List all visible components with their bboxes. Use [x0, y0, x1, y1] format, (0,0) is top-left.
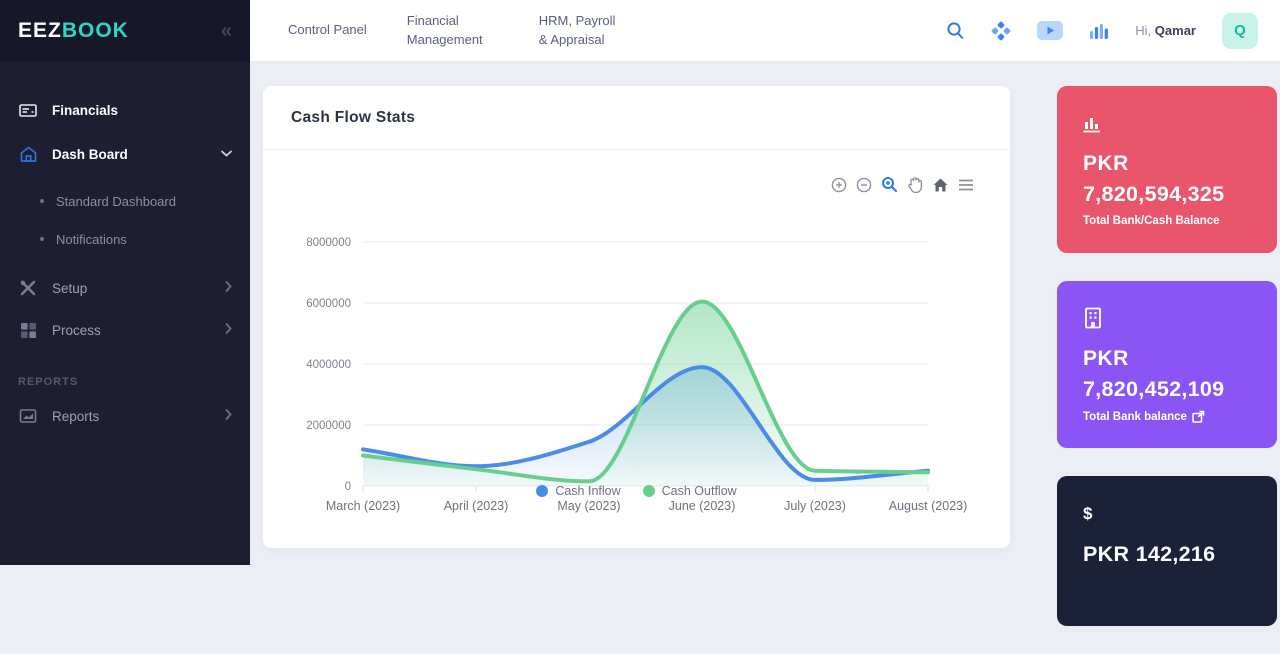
legend-dot: [536, 485, 549, 497]
sidebar-subitem-label: Notifications: [56, 231, 127, 247]
home-icon: [18, 144, 38, 164]
sidebar-header: EEZBOOK «: [0, 0, 250, 62]
sidebar-item-setup[interactable]: Setup: [0, 268, 250, 308]
x-axis-label: August (2023): [889, 499, 968, 513]
topbar-nav: Control Panel Financial Management HRM, …: [288, 12, 625, 50]
currency-label: PKR: [1083, 152, 1129, 175]
stats-column: PKR 7,820,594,325 Total Bank/Cash Balanc…: [1057, 86, 1277, 654]
cash-balance-card[interactable]: $ PKR 142,216: [1057, 476, 1277, 626]
sidebar-subitem-label: Standard Dashboard: [56, 193, 176, 209]
legend-label: Cash Inflow: [555, 484, 621, 498]
reset-home-icon[interactable]: [932, 177, 949, 193]
y-axis-label: 4000000: [306, 359, 351, 371]
y-axis-label: 8000000: [306, 237, 351, 249]
dollar-icon: $: [1083, 504, 1093, 523]
card-caption-link[interactable]: Total Bank balance: [1083, 410, 1251, 423]
area-chart-svg: 0 2000000 4000000 6000000 8000000 March (2023…: [306, 237, 968, 513]
grid-squares-icon: [18, 320, 38, 340]
x-axis-label: July (2023): [784, 499, 846, 513]
legend-label: Cash Outflow: [661, 484, 737, 498]
zoom-in-icon[interactable]: [831, 177, 847, 193]
cash-flow-stats-card: Cash Flow Stats 0 2000000 4000000 600: [263, 86, 1010, 548]
card-caption: Total Bank/Cash Balance: [1083, 215, 1220, 227]
sidebar-item-notifications[interactable]: Notifications: [0, 220, 250, 258]
bank-building-icon: [1083, 303, 1251, 329]
sidebar-item-label: Financials: [52, 102, 119, 118]
avatar[interactable]: Q: [1222, 12, 1258, 49]
app-logo[interactable]: EEZBOOK: [18, 19, 129, 43]
chevron-right-icon: [225, 409, 232, 423]
bar-chart-icon: [1083, 108, 1251, 134]
credit-card-icon: [18, 100, 38, 120]
chart-legend: Cash Inflow Cash Outflow: [263, 484, 1010, 498]
sidebar-item-reports[interactable]: Reports: [0, 396, 250, 436]
external-link-icon: [1192, 410, 1205, 423]
sidebar-item-process[interactable]: Process: [0, 310, 250, 350]
series-line-cash-inflow: [361, 365, 930, 482]
topbar: Control Panel Financial Management HRM, …: [250, 0, 1280, 62]
report-chart-icon: [18, 406, 38, 426]
sidebar: EEZBOOK « Financials Dash Board Standard…: [0, 0, 250, 565]
amount-value: PKR 142,216: [1083, 542, 1216, 566]
search-icon[interactable]: [946, 21, 965, 40]
amount-value: 7,820,594,325: [1083, 182, 1225, 206]
selection-zoom-icon[interactable]: [881, 176, 898, 193]
nav-link-control-panel[interactable]: Control Panel: [288, 22, 367, 38]
chevron-down-icon: [221, 148, 232, 160]
cash-flow-chart[interactable]: 0 2000000 4000000 6000000 8000000 March (2023…: [281, 198, 991, 533]
series-line-cash-outflow: [361, 299, 930, 484]
sidebar-nav: Financials Dash Board Standard Dashboard…: [0, 62, 250, 436]
total-bank-balance-card[interactable]: PKR 7,820,452,109 Total Bank balance: [1057, 281, 1277, 448]
analytics-bars-icon[interactable]: [1089, 21, 1109, 41]
x-axis-label: June (2023): [669, 499, 736, 513]
caption-text: Total Bank balance: [1083, 410, 1187, 423]
chart-toolbar: [831, 176, 974, 193]
card-header: Cash Flow Stats: [263, 86, 1010, 150]
currency-label: PKR: [1083, 347, 1129, 370]
sidebar-item-standard-dashboard[interactable]: Standard Dashboard: [0, 182, 250, 220]
sidebar-item-dashboard[interactable]: Dash Board: [0, 134, 250, 174]
amount-value: 7,820,452,109: [1083, 377, 1225, 401]
chevron-right-icon: [225, 323, 232, 337]
nav-link-hrm-payroll[interactable]: HRM, Payroll & Appraisal: [538, 12, 616, 47]
x-axis-label: March (2023): [326, 499, 400, 513]
sidebar-item-label: Setup: [52, 280, 88, 296]
y-axis-label: 6000000: [306, 298, 351, 310]
legend-item-cash-outflow[interactable]: Cash Outflow: [642, 484, 737, 498]
bullet-icon: [40, 237, 44, 241]
logo-part-2: BOOK: [61, 19, 129, 42]
sidebar-collapse-icon[interactable]: «: [220, 19, 232, 42]
topbar-right: Hi, Qamar Q: [946, 12, 1258, 49]
sidebar-item-financials[interactable]: Financials: [0, 90, 250, 130]
sidebar-item-label: Dash Board: [52, 146, 128, 162]
user-greeting: Hi, Qamar: [1135, 23, 1196, 38]
sidebar-section-reports: REPORTS: [18, 376, 79, 388]
card-title: Cash Flow Stats: [291, 108, 416, 126]
menu-icon[interactable]: [958, 178, 974, 192]
logo-part-1: EEZ: [18, 19, 62, 42]
tools-icon: [18, 278, 38, 298]
y-axis-label: 2000000: [306, 420, 351, 432]
sidebar-item-label: Reports: [52, 408, 100, 424]
legend-dot: [642, 485, 655, 497]
sidebar-item-label: Process: [52, 322, 101, 338]
main-content: Cash Flow Stats 0 2000000 4000000 600: [250, 62, 1280, 626]
total-bank-cash-balance-card[interactable]: PKR 7,820,594,325 Total Bank/Cash Balanc…: [1057, 86, 1277, 253]
apps-diamonds-icon[interactable]: [991, 21, 1011, 41]
x-axis-label: April (2023): [444, 499, 509, 513]
bullet-icon: [40, 199, 44, 203]
x-axis-label: May (2023): [557, 499, 620, 513]
video-tutorial-icon[interactable]: [1037, 21, 1064, 40]
chevron-right-icon: [225, 281, 232, 295]
nav-link-financial-management[interactable]: Financial Management: [406, 12, 483, 47]
zoom-out-icon[interactable]: [856, 177, 872, 193]
pan-hand-icon[interactable]: [907, 176, 923, 193]
legend-item-cash-inflow[interactable]: Cash Inflow: [536, 484, 621, 498]
y-axis-label: 0: [345, 481, 351, 493]
user-name: Qamar: [1154, 23, 1196, 38]
